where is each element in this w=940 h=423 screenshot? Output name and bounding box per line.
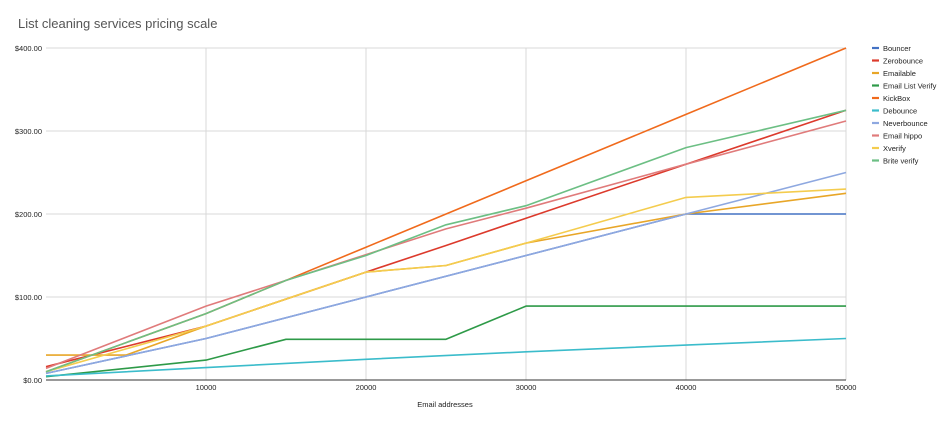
- y-tick-label: $200.00: [15, 210, 42, 219]
- x-tick-label: 40000: [676, 383, 697, 392]
- legend-label: Brite verify: [883, 157, 919, 166]
- legend-label: Emailable: [883, 69, 916, 78]
- axis-layer: $0.00 $100.00 $200.00 $300.00 $400.00 10000 20…: [15, 44, 857, 392]
- legend: Bouncer Zerobounce Emailable Email List Ver…: [872, 44, 937, 166]
- series-line-neverbounce: [45, 171, 847, 375]
- series-line-email-list-verify: [45, 305, 846, 378]
- legend-label: Xverify: [883, 144, 906, 153]
- y-tick-label: $400.00: [15, 44, 42, 53]
- series-line-xverify: [45, 188, 847, 373]
- legend-label: Zerobounce: [883, 57, 923, 66]
- legend-label: Email hippo: [883, 132, 922, 141]
- x-tick-label: 50000: [836, 383, 857, 392]
- y-tick-label: $300.00: [15, 127, 42, 136]
- series-line-brite-verify: [45, 109, 847, 373]
- legend-label: Bouncer: [883, 44, 911, 53]
- y-tick-label: $100.00: [15, 293, 42, 302]
- legend-label: Email List Verify: [883, 82, 937, 91]
- x-tick-label: 20000: [356, 383, 377, 392]
- legend-label: Debounce: [883, 107, 917, 116]
- series-layer: [45, 47, 847, 378]
- y-tick-label: $0.00: [23, 376, 42, 385]
- x-tick-label: 10000: [196, 383, 217, 392]
- legend-label: Neverbounce: [883, 119, 928, 128]
- series-line-bouncer: [45, 213, 846, 375]
- chart-title: List cleaning services pricing scale: [18, 16, 218, 31]
- x-axis-title: Email addresses: [417, 400, 473, 409]
- legend-label: KickBox: [883, 94, 910, 103]
- series-line-email-hippo: [45, 120, 847, 370]
- series-line-kickbox: [45, 47, 847, 373]
- series-line-emailable: [46, 192, 847, 356]
- x-tick-label: 30000: [516, 383, 537, 392]
- series-line-debounce: [45, 337, 847, 377]
